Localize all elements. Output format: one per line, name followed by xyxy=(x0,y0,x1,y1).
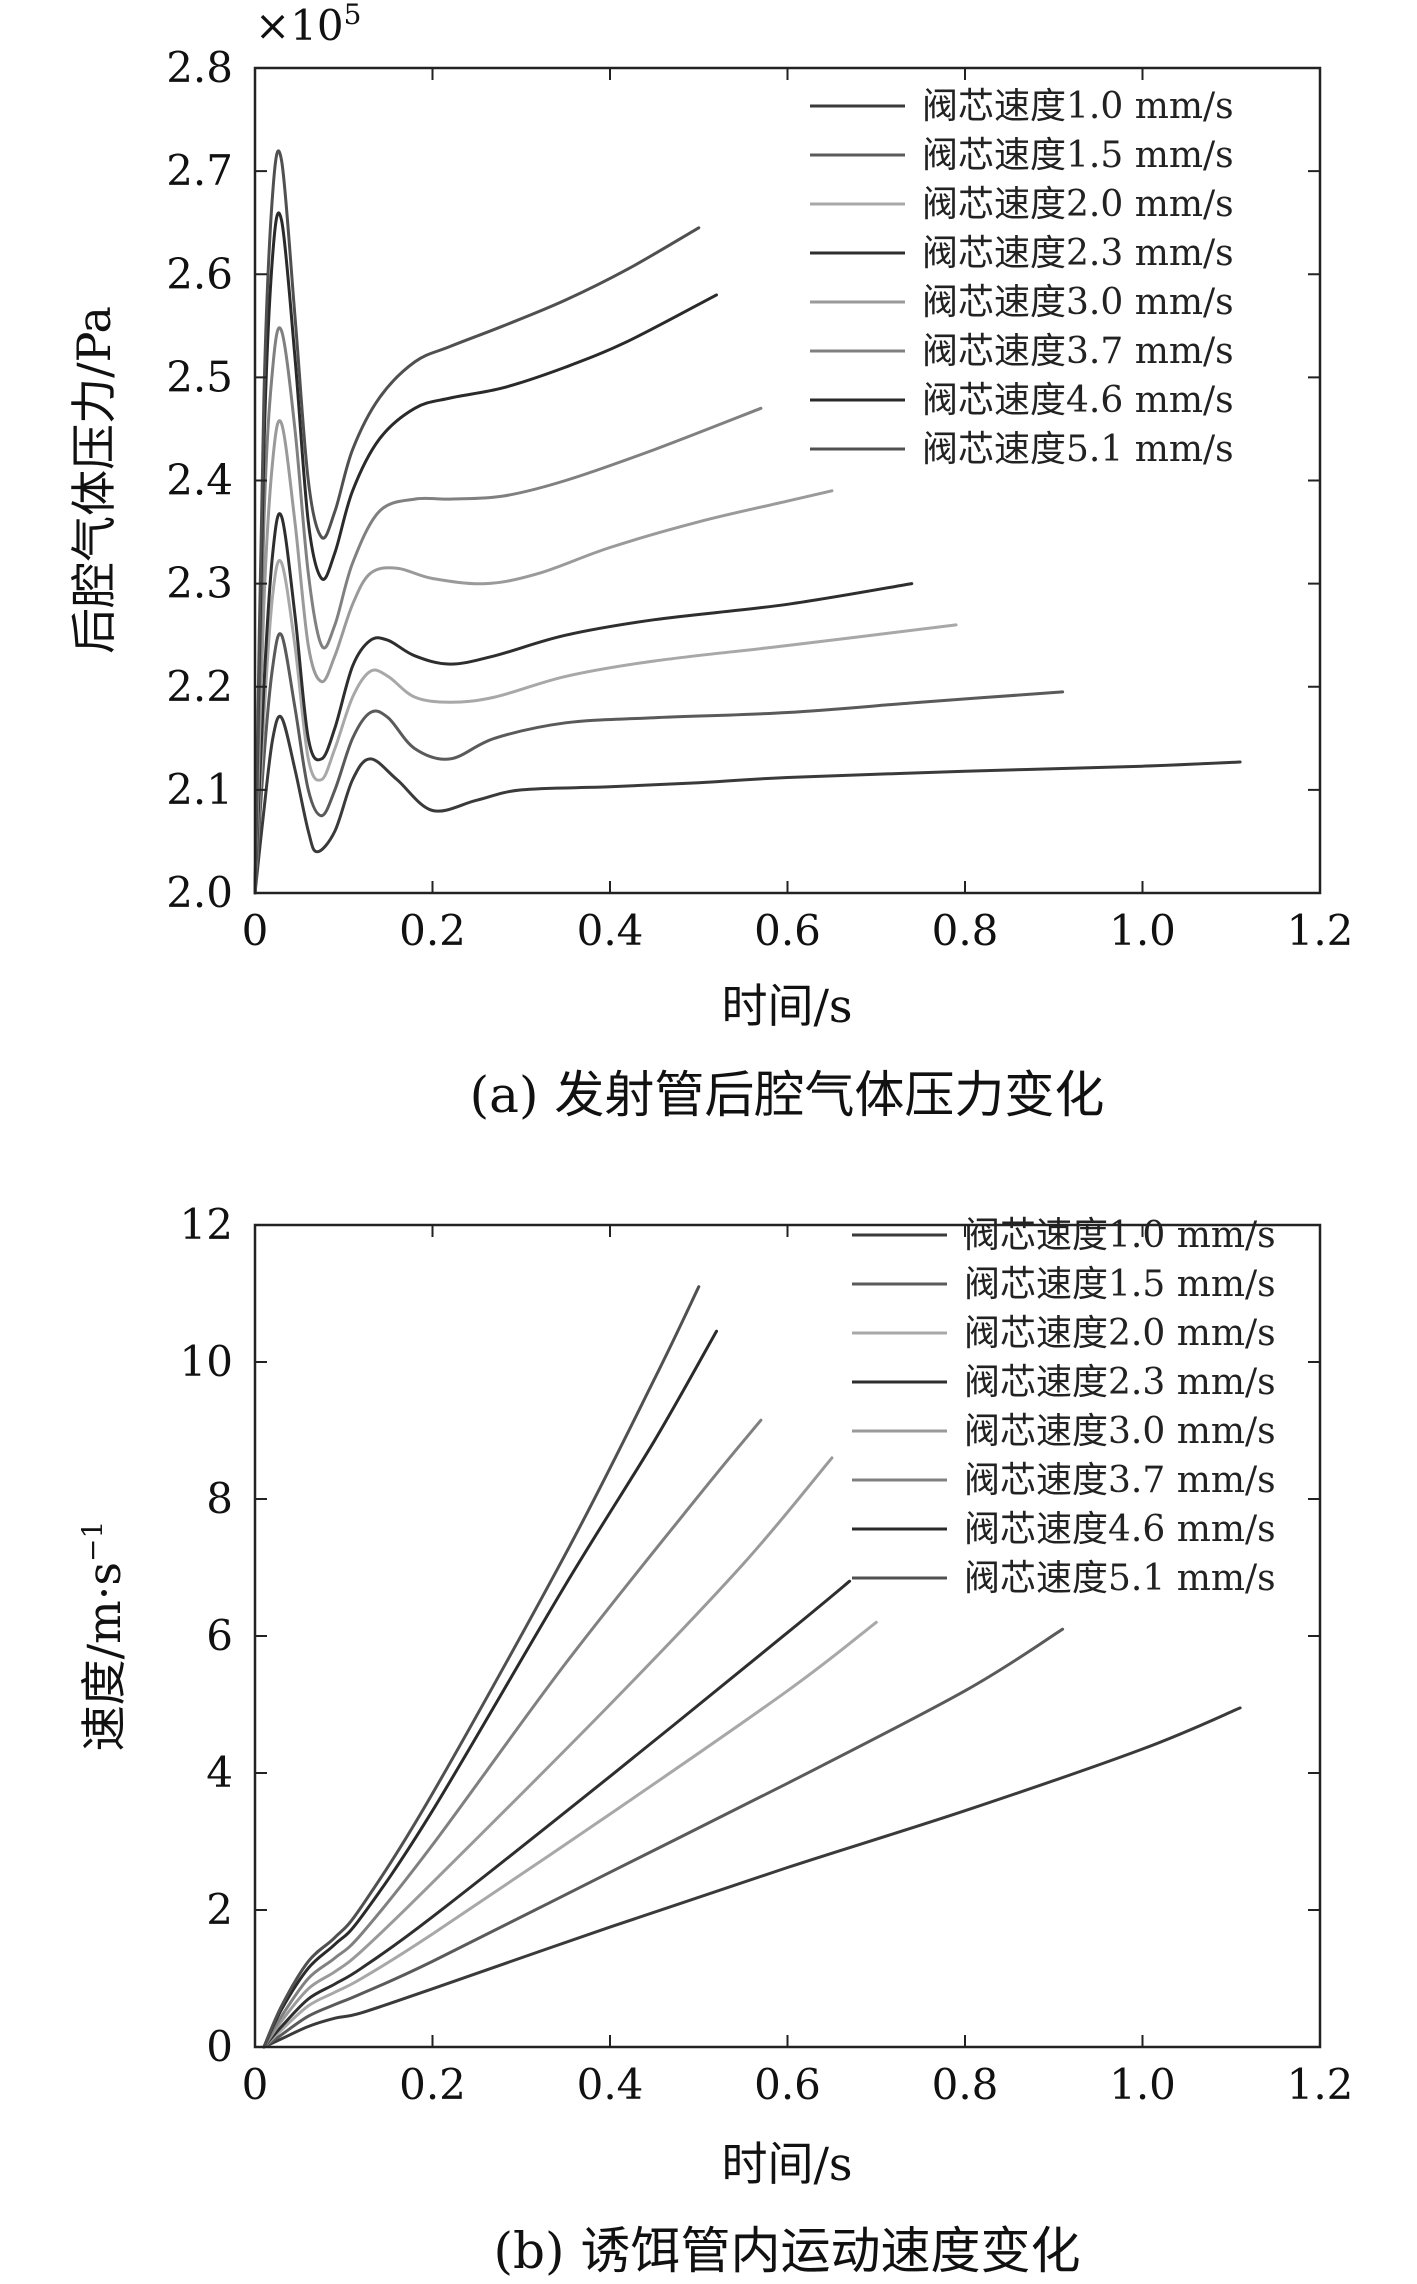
chart-b-x-tick-label: 0.8 xyxy=(932,2060,999,2109)
chart-a-legend-label: 阀芯速度2.3 mm/s xyxy=(922,233,1234,274)
chart-a-y-tick-label: 2.1 xyxy=(166,765,233,814)
chart-b-legend: 阀芯速度1.0 mm/s 阀芯速度1.5 mm/s 阀芯速度2.0 mm/s 阀芯速度… xyxy=(852,1215,1276,1599)
chart-a-legend-label: 阀芯速度3.7 mm/s xyxy=(922,331,1234,372)
chart-b-x-tick-label: 1.2 xyxy=(1287,2060,1354,2109)
chart-a-x-tick-label: 1.2 xyxy=(1287,906,1354,955)
chart-b-x-tick-label: 1.0 xyxy=(1109,2060,1176,2109)
chart-b-series-line-2 xyxy=(262,1627,1065,2049)
chart-a-y-tick-label: 2.8 xyxy=(166,43,233,92)
chart-a-legend-label: 阀芯速度3.0 mm/s xyxy=(922,282,1234,323)
chart-a-caption: (a) 发射管后腔气体压力变化 xyxy=(470,1066,1105,1124)
chart-b-x-tick-label: 0.2 xyxy=(399,2060,466,2109)
chart-a-legend-label: 阀芯速度5.1 mm/s xyxy=(922,429,1234,470)
chart-a-legend-label: 阀芯速度4.6 mm/s xyxy=(922,380,1234,421)
chart-a-legend-label: 阀芯速度2.0 mm/s xyxy=(922,184,1234,225)
chart-b-x-tick-label: 0 xyxy=(242,2060,269,2109)
chart-a-series-line-1 xyxy=(253,714,1242,895)
chart-a-y-tick-label: 2.3 xyxy=(166,559,233,608)
chart-a-series-line-5 xyxy=(253,419,834,895)
chart-a-y-tick-label: 2.0 xyxy=(166,868,233,917)
chart-b-series-group xyxy=(262,1285,1242,2049)
chart-a-legend: 阀芯速度1.0 mm/s 阀芯速度1.5 mm/s 阀芯速度2.0 mm/s 阀芯速度… xyxy=(810,86,1234,470)
chart-b-series-line-7 xyxy=(262,1329,718,2049)
chart-b-legend-label: 阀芯速度2.0 mm/s xyxy=(964,1313,1276,1354)
chart-b-y-tick-label: 8 xyxy=(206,1474,233,1523)
chart-b-legend-label: 阀芯速度1.5 mm/s xyxy=(964,1264,1276,1305)
chart-a-x-tick-label: 0.6 xyxy=(754,906,821,955)
chart-a-series-line-7 xyxy=(253,211,718,895)
chart-b-legend-label: 阀芯速度5.1 mm/s xyxy=(964,1558,1276,1599)
chart-a-legend-label: 阀芯速度1.5 mm/s xyxy=(922,135,1234,176)
chart-b-series-line-5 xyxy=(262,1456,834,2049)
chart-b-series-line-4 xyxy=(262,1579,852,2049)
chart-a-y-tick-label: 2.7 xyxy=(166,146,233,195)
chart-a-x-tick-label: 0.8 xyxy=(932,906,999,955)
chart-a-series-group xyxy=(253,149,1242,895)
chart-b-caption: (b) 诱饵管内运动速度变化 xyxy=(494,2222,1081,2280)
chart-b-legend-label: 阀芯速度2.3 mm/s xyxy=(964,1362,1276,1403)
chart-a-x-axis-label: 时间/s xyxy=(721,979,852,1033)
chart-b-x-tick-label: 0.6 xyxy=(754,2060,821,2109)
chart-b-y-axis-label: 速度/m·s−1 xyxy=(76,1521,131,1752)
chart-a-y-tick-label: 2.5 xyxy=(166,352,233,401)
chart-b-x-axis-label: 时间/s xyxy=(721,2137,852,2191)
chart-b-y-tick-label: 10 xyxy=(180,1337,233,1386)
chart-a-x-tick-label: 0 xyxy=(242,906,269,955)
chart-a: 0 0.2 0.4 0.6 0.8 1.0 1.2 2.0 2.1 2.2 2.3 2.4 2.5 2.6… xyxy=(67,0,1353,1124)
chart-a-series-line-2 xyxy=(253,632,1065,895)
chart-b: 0 0.2 0.4 0.6 0.8 1.0 1.2 0 2 4 6 8 10 12 速度/m·s−1 时间… xyxy=(76,1200,1353,2280)
chart-a-series-line-6 xyxy=(253,326,763,895)
chart-a-y-axis-label: 后腔气体压力/Pa xyxy=(67,306,121,654)
chart-a-series-line-8 xyxy=(253,149,701,895)
chart-b-legend-label: 阀芯速度3.7 mm/s xyxy=(964,1460,1276,1501)
chart-a-y-tick-label: 2.4 xyxy=(166,456,233,505)
chart-a-x-tick-label: 0.4 xyxy=(577,906,644,955)
chart-b-y-tick-label: 2 xyxy=(206,1885,233,1934)
chart-b-ticks: 0 0.2 0.4 0.6 0.8 1.0 1.2 0 2 4 6 8 10 12 xyxy=(180,1200,1354,2109)
chart-a-y-tick-label: 2.6 xyxy=(166,249,233,298)
chart-b-y-tick-label: 4 xyxy=(206,1748,233,1797)
chart-b-series-line-1 xyxy=(262,1706,1242,2049)
chart-b-legend-label: 阀芯速度1.0 mm/s xyxy=(964,1215,1276,1256)
chart-a-y-multiplier: ×105 xyxy=(255,0,361,50)
chart-a-series-line-4 xyxy=(253,512,914,895)
chart-b-legend-label: 阀芯速度3.0 mm/s xyxy=(964,1411,1276,1452)
chart-a-y-tick-label: 2.2 xyxy=(166,662,233,711)
chart-b-series-line-8 xyxy=(262,1285,701,2049)
chart-a-x-tick-label: 0.2 xyxy=(399,906,466,955)
chart-b-y-tick-label: 0 xyxy=(206,2022,233,2071)
chart-b-y-tick-label: 12 xyxy=(180,1200,233,1249)
chart-a-series-line-3 xyxy=(253,559,958,895)
chart-a-ticks: 0 0.2 0.4 0.6 0.8 1.0 1.2 2.0 2.1 2.2 2.3 2.4 2.5 2.6… xyxy=(166,43,1353,955)
chart-a-legend-label: 阀芯速度1.0 mm/s xyxy=(922,86,1234,127)
chart-b-series-line-3 xyxy=(262,1620,878,2049)
chart-b-legend-label: 阀芯速度4.6 mm/s xyxy=(964,1509,1276,1550)
chart-b-y-tick-label: 6 xyxy=(206,1611,233,1660)
chart-a-x-tick-label: 1.0 xyxy=(1109,906,1176,955)
chart-b-x-tick-label: 0.4 xyxy=(577,2060,644,2109)
chart-b-series-line-6 xyxy=(262,1418,763,2049)
